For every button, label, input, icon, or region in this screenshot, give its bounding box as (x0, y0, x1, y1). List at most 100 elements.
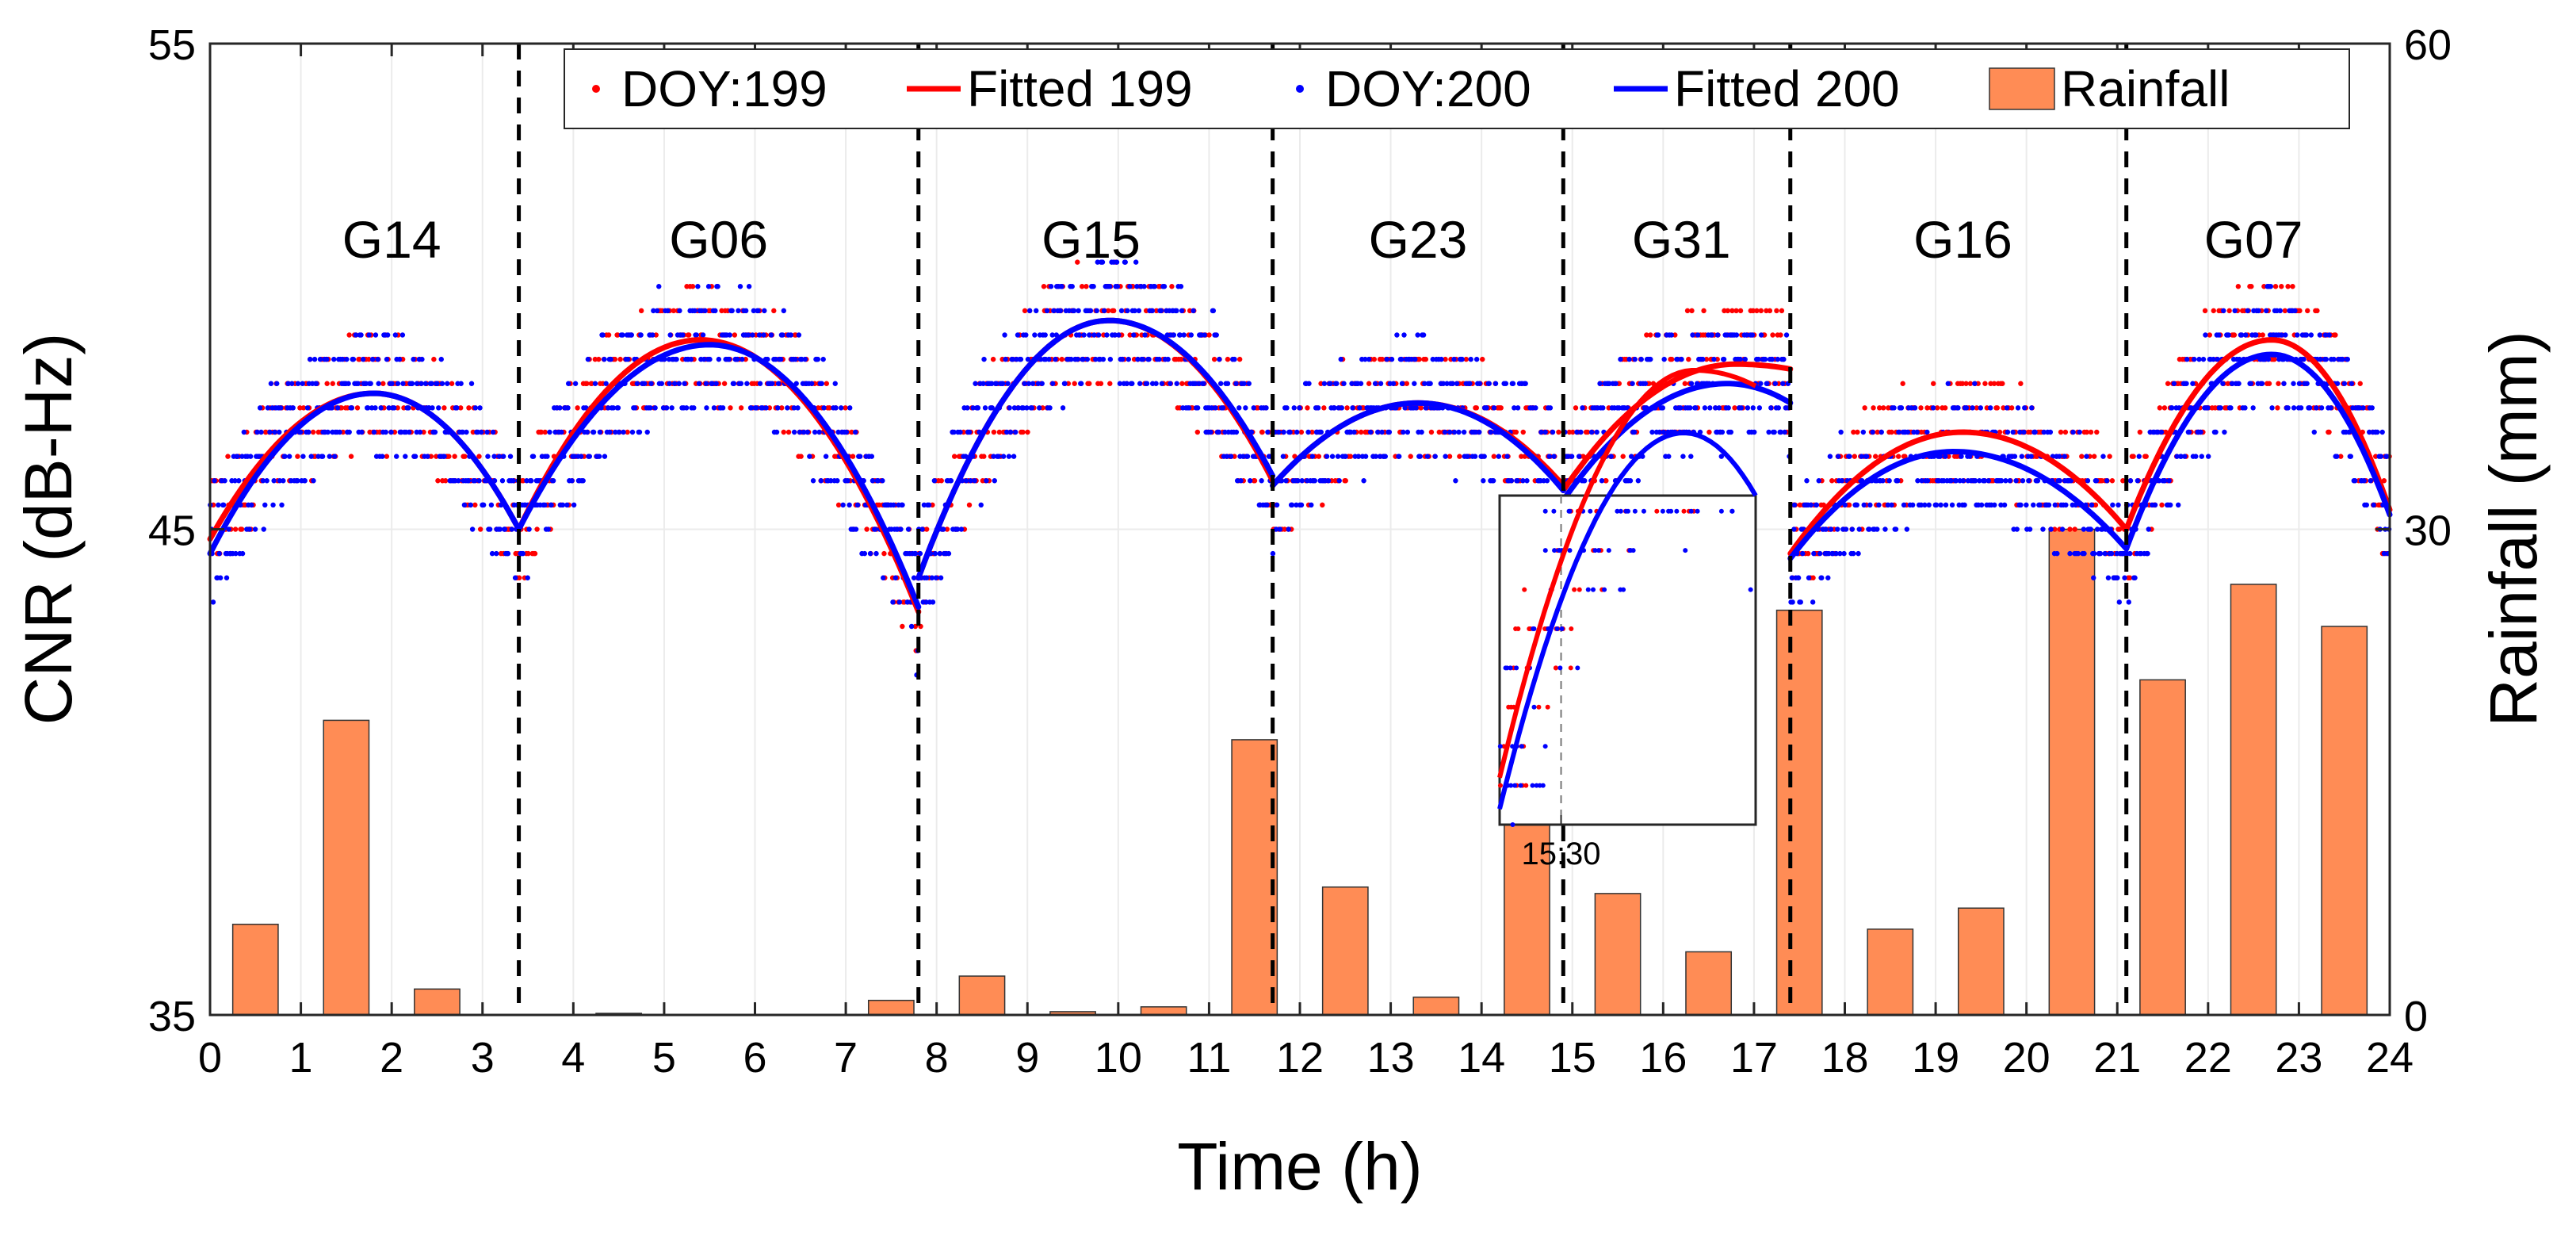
zoom-inset: 15:30 (1497, 368, 1758, 871)
scatter-point (1827, 454, 1833, 459)
scatter-point (1032, 332, 1038, 338)
scatter-point (1655, 332, 1661, 338)
scatter-point (1642, 381, 1648, 386)
scatter-point (1171, 332, 1177, 338)
scatter-point (716, 356, 722, 362)
inset-scatter-point (1551, 508, 1557, 514)
scatter-point (1188, 332, 1194, 338)
scatter-point (1977, 478, 1982, 484)
scatter-point (606, 429, 613, 435)
scatter-point (2231, 332, 2238, 338)
scatter-point (319, 454, 326, 459)
scatter-point (847, 405, 853, 411)
scatter-point (1035, 381, 1041, 386)
scatter-point (2176, 502, 2181, 508)
scatter-point (606, 405, 611, 411)
scatter-point (1158, 308, 1164, 314)
scatter-point (930, 599, 936, 605)
scatter-point (2276, 381, 2281, 386)
scatter-point (1789, 575, 1795, 580)
scatter-point (754, 405, 759, 411)
scatter-point (1582, 478, 1588, 484)
scatter-point (1372, 381, 1378, 386)
scatter-point (629, 429, 636, 435)
scatter-point (864, 527, 869, 532)
scatter-point (1134, 284, 1140, 289)
inset-scatter-point (1522, 587, 1527, 592)
scatter-point (1852, 454, 1858, 459)
scatter-point (1924, 478, 1931, 484)
scatter-point (430, 405, 435, 411)
scatter-point (258, 429, 264, 435)
scatter-point (1817, 550, 1823, 557)
scatter-point (1628, 454, 1634, 459)
scatter-point (2349, 381, 2355, 386)
scatter-point (1081, 332, 1087, 338)
scatter-point (525, 575, 530, 580)
scatter-point (795, 405, 801, 411)
scatter-point (1764, 308, 1769, 314)
scatter-point (542, 429, 548, 435)
scatter-point (686, 332, 692, 338)
scatter-point (442, 478, 449, 484)
inset-scatter-point (1554, 665, 1559, 671)
scatter-point (2348, 454, 2353, 459)
scatter-point (2003, 478, 2008, 484)
scatter-point (2088, 527, 2093, 532)
scatter-point (1224, 454, 1230, 459)
scatter-point (1889, 429, 1894, 435)
scatter-point (1125, 308, 1130, 314)
scatter-point (1015, 405, 1022, 411)
scatter-point (1283, 478, 1289, 484)
scatter-point (1297, 405, 1302, 411)
scatter-point (1756, 405, 1763, 411)
scatter-point (349, 405, 354, 411)
scatter-point (565, 405, 571, 411)
scatter-point (1379, 356, 1385, 362)
scatter-point (850, 454, 856, 459)
scatter-point (1361, 478, 1366, 484)
scatter-point (1332, 405, 1337, 411)
scatter-point (497, 527, 503, 532)
scatter-point (1682, 381, 1687, 386)
scatter-point (1233, 381, 1239, 386)
scatter-point (1750, 405, 1756, 411)
scatter-point (1726, 405, 1731, 411)
scatter-point (785, 405, 790, 411)
inset-scatter-point (1503, 665, 1508, 671)
scatter-point (2052, 502, 2058, 508)
scatter-point (1744, 332, 1749, 338)
scatter-point (277, 405, 284, 411)
scatter-point (2001, 502, 2008, 508)
scatter-point (2091, 550, 2097, 557)
scatter-point (310, 429, 316, 435)
inset-scatter-point (1497, 744, 1503, 749)
scatter-point (1854, 502, 1859, 508)
scatter-point (694, 332, 699, 338)
scatter-point (1546, 454, 1552, 459)
scatter-point (261, 527, 266, 532)
scatter-point (1745, 405, 1751, 411)
scatter-point (1309, 454, 1316, 459)
scatter-point (1766, 429, 1771, 435)
scatter-point (2184, 356, 2190, 362)
scatter-point (366, 332, 372, 338)
scatter-point (313, 381, 319, 386)
scatter-point (1095, 332, 1102, 338)
inset-scatter-point (1683, 548, 1688, 553)
x-tick-label: 16 (1639, 1034, 1687, 1082)
scatter-point (1042, 332, 1048, 338)
scatter-point (600, 332, 606, 338)
scatter-point (771, 308, 777, 314)
scatter-point (1515, 478, 1520, 484)
scatter-point (944, 527, 950, 532)
scatter-point (2272, 356, 2277, 362)
scatter-point (1281, 429, 1286, 435)
scatter-point (1959, 454, 1964, 459)
scatter-point (2116, 599, 2123, 605)
scatter-point (1599, 478, 1605, 484)
scatter-point (765, 356, 770, 362)
scatter-point (1962, 502, 1967, 508)
scatter-point (1127, 284, 1133, 289)
scatter-point (1349, 381, 1355, 386)
